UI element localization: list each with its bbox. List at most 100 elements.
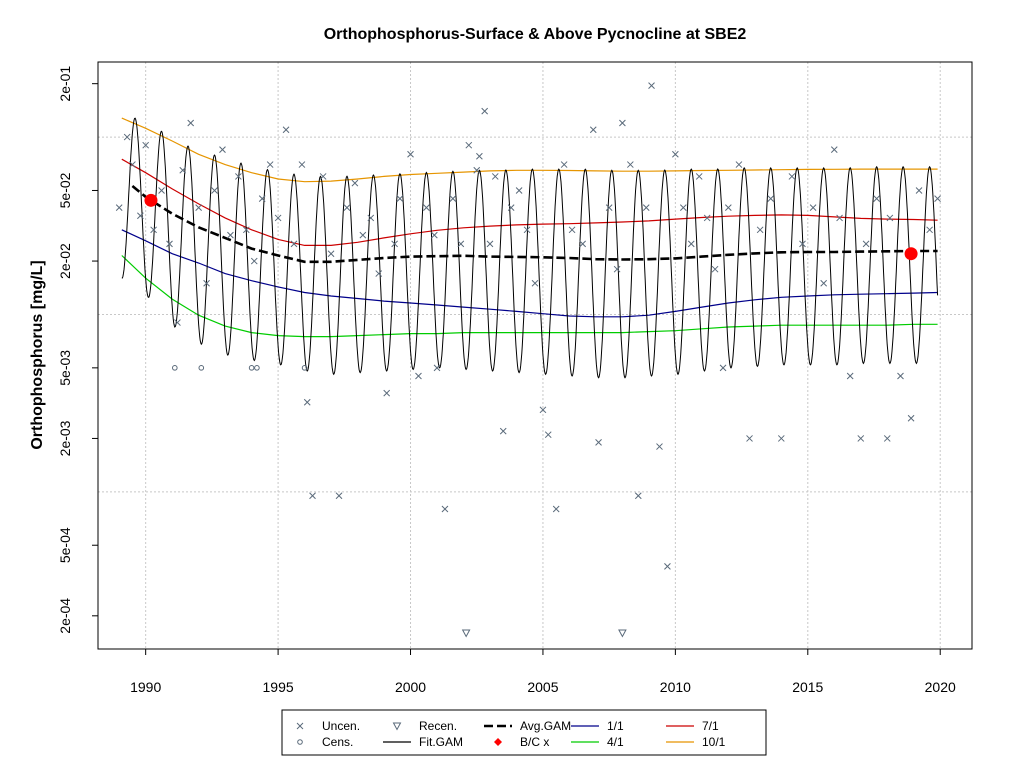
- point-uncensored-stroke: [619, 119, 626, 127]
- point-uncensored-stroke: [298, 161, 306, 168]
- point-uncensored: [115, 204, 123, 212]
- point-uncensored: [499, 427, 507, 435]
- point-uncensored-stroke: [523, 226, 531, 234]
- point-uncensored: [934, 195, 941, 202]
- point-uncensored: [862, 240, 870, 248]
- point-uncensored-stroke: [258, 195, 266, 202]
- point-uncensored: [282, 126, 290, 134]
- point-uncensored: [552, 505, 560, 513]
- point-uncensored-stroke: [560, 161, 568, 168]
- legend: Uncen. Recen. Avg.GAM 1/1 7/1 Cens. Fit.GAM B/C…: [281, 709, 767, 756]
- point-uncensored-stroke: [158, 187, 165, 194]
- point-uncensored-stroke: [476, 152, 483, 160]
- legend-swatch-x: [296, 722, 304, 730]
- point-uncensored-stroke: [846, 372, 854, 380]
- point-uncensored-stroke: [465, 141, 473, 149]
- point-uncensored-stroke: [423, 204, 430, 212]
- legend-label: Avg.GAM: [520, 719, 571, 733]
- point-uncensored: [137, 212, 144, 220]
- legend-label: 4/1: [607, 735, 624, 749]
- point-uncensored-stroke: [235, 173, 242, 180]
- series-line-1-1: [121, 229, 938, 318]
- point-uncensored: [679, 204, 687, 212]
- point-uncensored-stroke: [664, 563, 671, 570]
- point-uncensored-stroke: [719, 364, 727, 372]
- grid-layer: [98, 62, 972, 649]
- point-uncensored-stroke: [457, 240, 465, 248]
- series-line-4-1: [121, 255, 938, 338]
- point-uncensored: [166, 240, 173, 248]
- point-uncensored-stroke: [115, 204, 123, 212]
- point-censored: [254, 365, 260, 371]
- point-uncensored: [777, 435, 785, 442]
- point-uncensored: [367, 214, 375, 222]
- point-uncensored-stroke: [589, 126, 597, 134]
- x-tick-label: 1990: [130, 679, 161, 695]
- point-uncensored: [327, 250, 335, 258]
- legend-label: Cens.: [322, 735, 353, 749]
- point-uncensored-stroke: [883, 435, 891, 442]
- point-uncensored: [219, 146, 226, 153]
- point-uncensored-stroke: [695, 173, 703, 180]
- point-uncensored-stroke: [605, 204, 613, 212]
- point-censored: [248, 365, 255, 371]
- point-uncensored: [473, 166, 481, 174]
- point-uncensored: [465, 141, 473, 149]
- point-uncensored-stroke: [830, 146, 838, 153]
- point-uncensored-stroke: [441, 505, 449, 513]
- legend-item-1-1: 1/1: [571, 719, 624, 733]
- point-uncensored-stroke: [250, 257, 258, 265]
- point-uncensored-stroke: [174, 319, 181, 326]
- legend-label: Uncen.: [322, 719, 360, 733]
- point-uncensored-stroke: [327, 250, 335, 258]
- point-uncensored: [343, 204, 351, 212]
- plot-frame: [97, 61, 973, 650]
- point-uncensored: [203, 279, 210, 287]
- point-uncensored-stroke: [907, 414, 915, 422]
- point-uncensored-stroke: [809, 204, 817, 212]
- point-uncensored-stroke: [672, 150, 679, 158]
- point-uncensored-stroke: [367, 214, 375, 222]
- point-uncensored-stroke: [219, 146, 226, 153]
- point-uncensored: [407, 150, 414, 158]
- point-uncensored: [664, 563, 671, 570]
- x-tick-label: 2005: [527, 679, 558, 695]
- point-uncensored-stroke: [129, 161, 136, 168]
- point-uncensored: [266, 161, 274, 168]
- series-layer: [121, 117, 939, 379]
- point-uncensored: [319, 173, 327, 180]
- point-uncensored: [242, 226, 250, 234]
- legend-swatch-diamond: [494, 738, 502, 746]
- point-uncensored-stroke: [415, 372, 422, 380]
- point-uncensored: [560, 161, 568, 168]
- point-uncensored: [846, 372, 854, 380]
- point-uncensored: [335, 492, 343, 500]
- chart-title: Orthophosphorus-Surface & Above Pycnocli…: [324, 26, 747, 43]
- point-uncensored: [515, 187, 523, 194]
- point-uncensored: [857, 435, 865, 442]
- legend-item-7-1: 7/1: [666, 719, 719, 733]
- legend-item-cens: Cens.: [297, 735, 353, 749]
- point-uncensored-stroke: [123, 133, 131, 141]
- point-uncensored: [309, 492, 316, 500]
- point-uncensored: [486, 240, 494, 248]
- y-tick-label: 5e-03: [57, 350, 73, 386]
- series-line-7-1: [121, 158, 938, 246]
- point-uncensored-stroke: [579, 240, 587, 248]
- point-uncensored: [195, 204, 202, 212]
- point-uncensored: [746, 435, 753, 442]
- y-tick-label: 2e-03: [57, 420, 73, 456]
- legend-item-avg-gam: Avg.GAM: [484, 719, 571, 733]
- point-uncensored: [634, 492, 642, 500]
- point-uncensored: [539, 406, 547, 414]
- point-uncensored-stroke: [703, 214, 711, 222]
- point-uncensored: [391, 240, 398, 248]
- point-uncensored-stroke: [343, 204, 351, 212]
- point-uncensored: [711, 265, 719, 273]
- x-tick-label: 2020: [925, 679, 956, 695]
- point-uncensored: [250, 257, 258, 265]
- y-axis: 2e-04 5e-04 2e-03 5e-03 2e-02 5e-02 2e-01: [57, 66, 98, 634]
- point-uncensored-stroke: [351, 179, 359, 187]
- legend-item-4-1: 4/1: [571, 735, 624, 749]
